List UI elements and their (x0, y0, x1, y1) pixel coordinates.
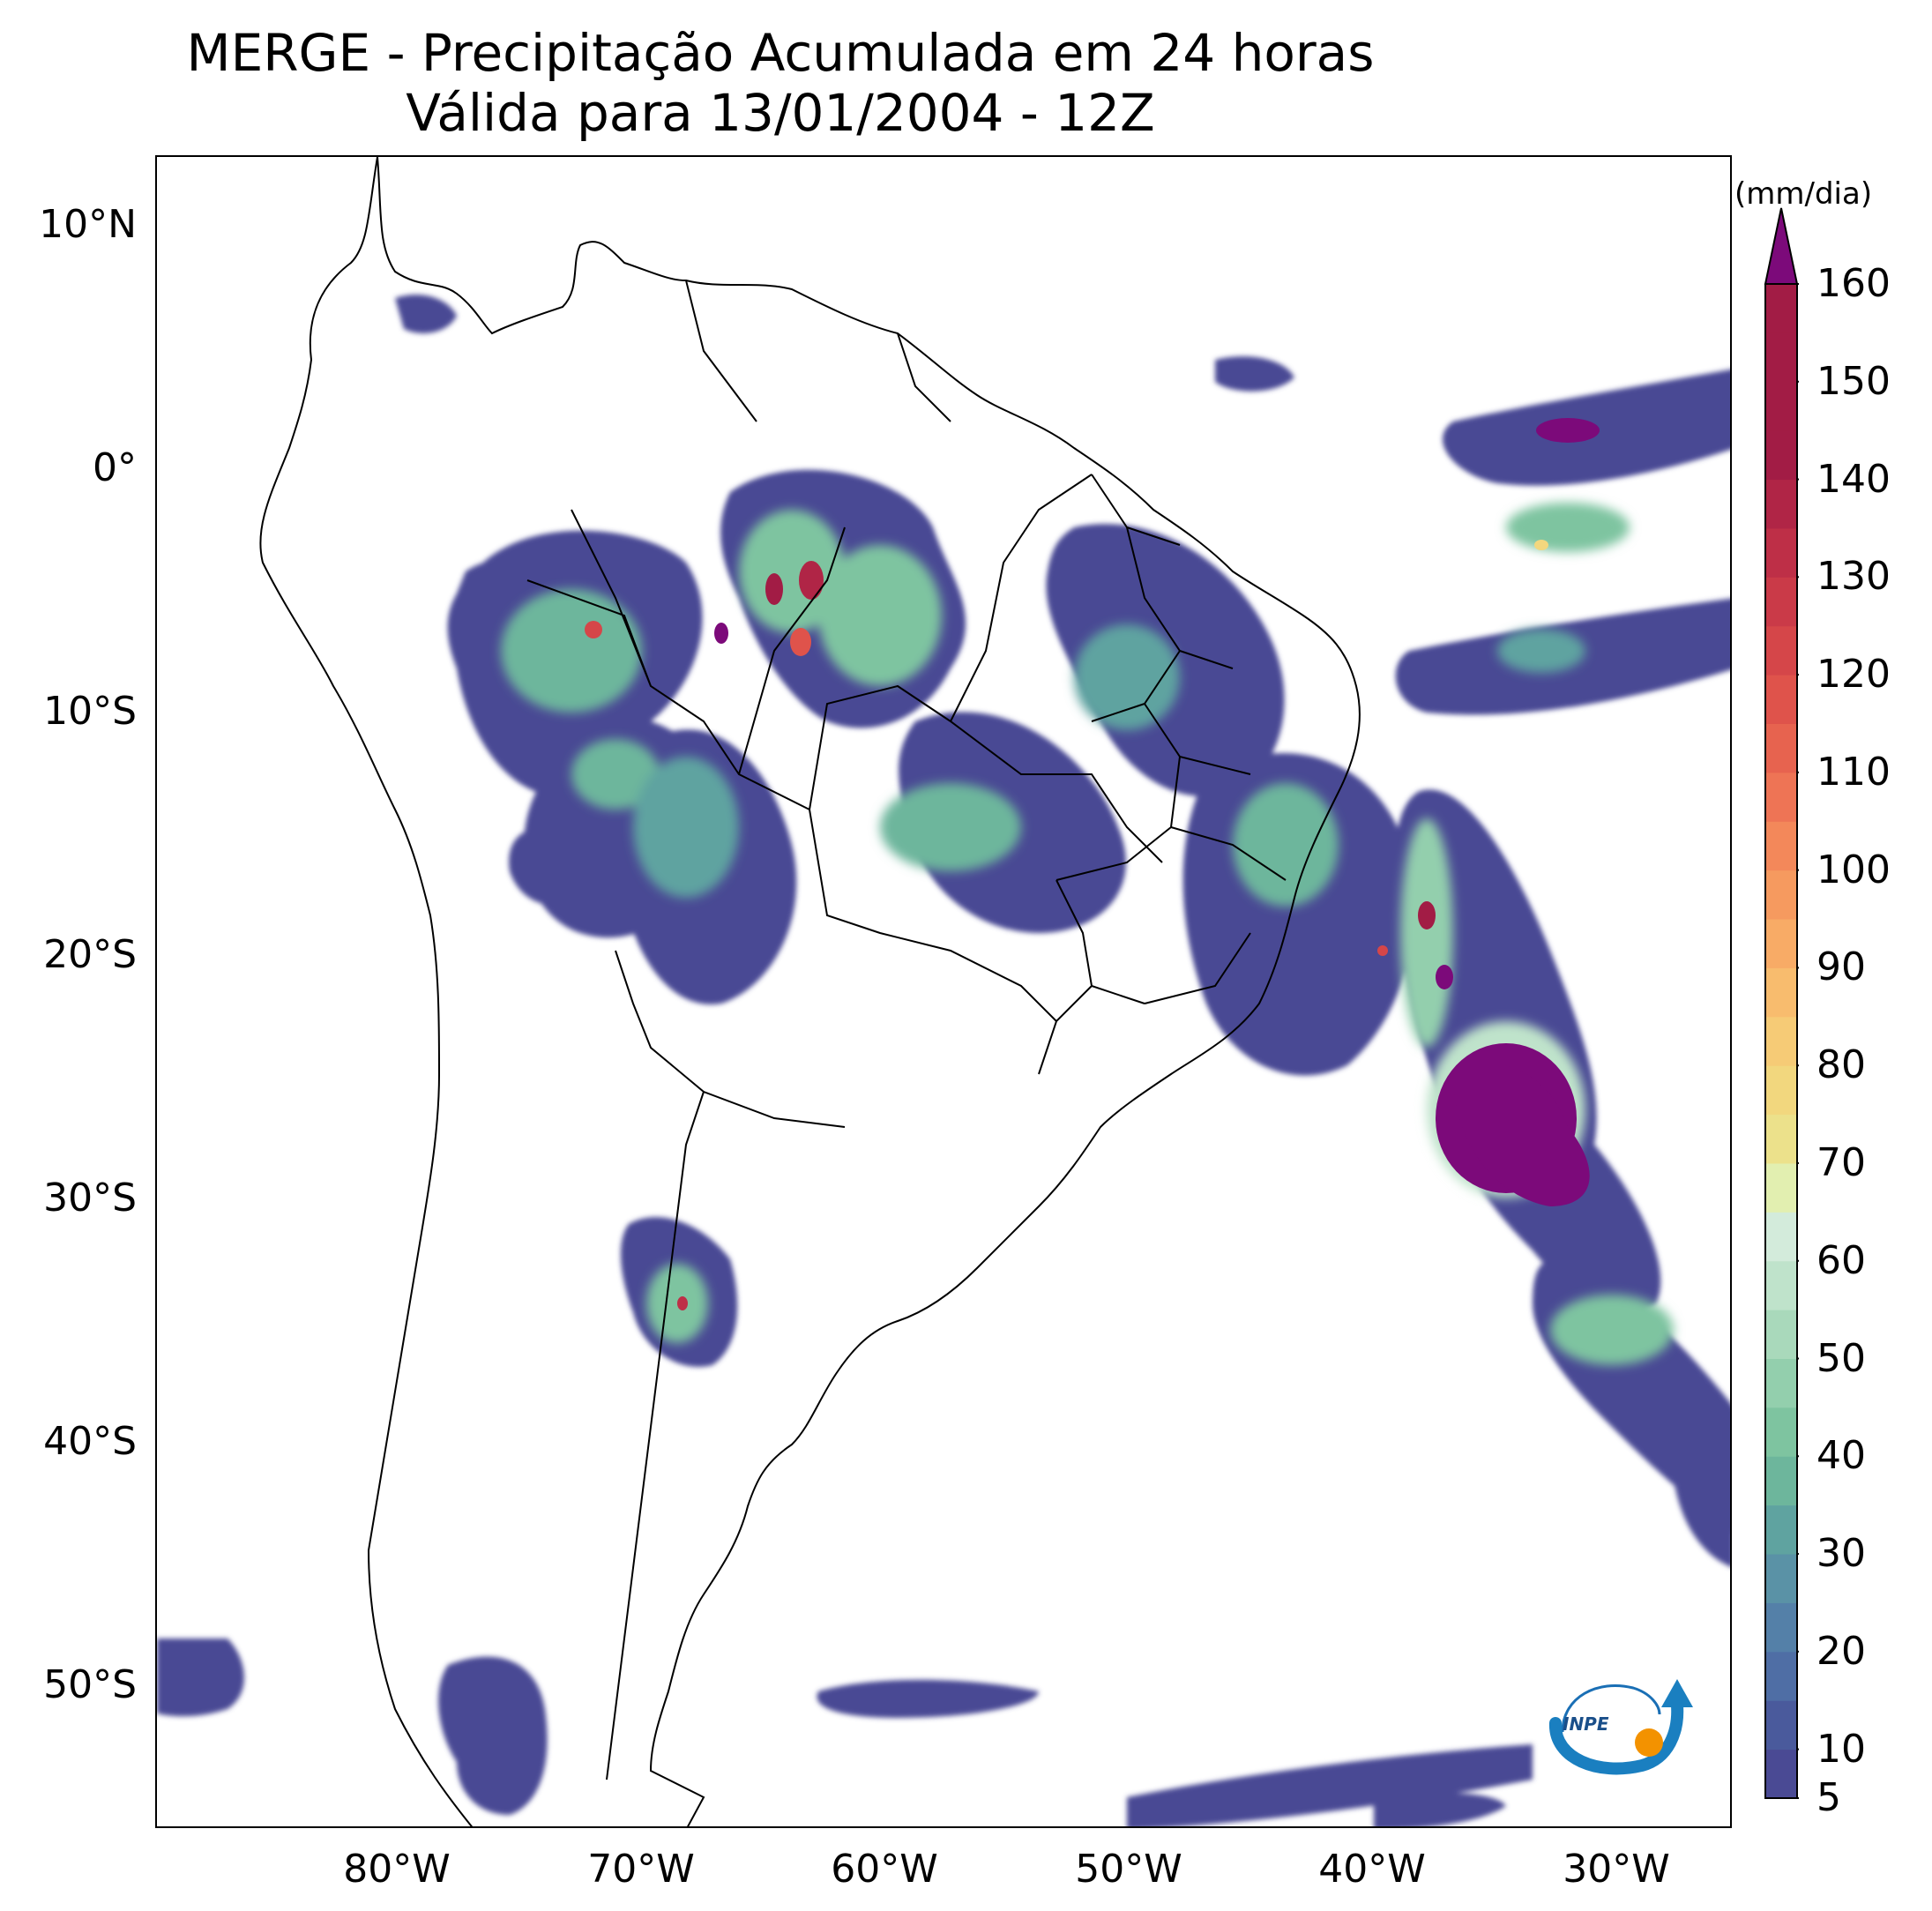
map-title: MERGE - Precipitação Acumulada em 24 hor… (186, 23, 1375, 83)
south-america-coastline (377, 157, 1361, 1826)
colorbar-extend-arrow (1765, 208, 1797, 284)
rain-area-south-atlantic-2 (1127, 1744, 1533, 1826)
colorbar-tick-label: 110 (1816, 749, 1891, 795)
colorbar-segment (1765, 1456, 1797, 1506)
colorbar-segments (1765, 284, 1797, 1799)
colorbar-segment (1765, 675, 1797, 724)
colorbar-segment (1765, 870, 1797, 920)
lon-label-60w: 60°W (831, 1847, 938, 1892)
lon-label-80w: 80°W (343, 1847, 451, 1892)
colorbar-segment (1765, 1212, 1797, 1262)
lon-label-50w: 50°W (1075, 1847, 1182, 1892)
precipitation-maxima (585, 418, 1600, 1310)
rain-area-pacific-sw (157, 1639, 244, 1717)
brazil-states (1038, 474, 1287, 1075)
colorbar-segment (1765, 772, 1797, 822)
colorbar-segment (1765, 332, 1797, 383)
rain-area-south-atlantic-3 (1374, 1792, 1506, 1826)
rain-area-south-atlantic-1 (817, 1679, 1039, 1718)
colorbar-segment (1765, 1407, 1797, 1457)
colorbar-tick-label: 20 (1816, 1628, 1866, 1674)
lat-label-0: 0° (93, 445, 137, 490)
colorbar-tick-label: 160 (1816, 261, 1891, 306)
colorbar-segment (1765, 1016, 1797, 1066)
colorbar-segment (1765, 1114, 1797, 1164)
lat-label-40s: 40°S (43, 1419, 137, 1464)
colorbar-segment (1765, 577, 1797, 627)
colorbar-segment (1765, 430, 1797, 481)
lat-label-10n: 10°N (39, 202, 137, 247)
lat-label-30s: 30°S (43, 1176, 137, 1221)
colorbar-segment (1765, 967, 1797, 1018)
border-lines (526, 280, 1163, 1780)
colorbar-tick-label: 30 (1816, 1531, 1866, 1577)
colorbar-tick-label: 60 (1816, 1237, 1866, 1283)
colorbar-tick-label: 90 (1816, 944, 1866, 990)
colorbar-segment (1765, 821, 1797, 871)
colorbar-segment (1765, 479, 1797, 529)
colorbar-segment (1765, 1260, 1797, 1310)
colorbar-segment (1765, 1504, 1797, 1555)
colorbar-segment (1765, 1749, 1797, 1799)
lat-label-20s: 20°S (43, 932, 137, 977)
rain-area-caribbean (1215, 356, 1294, 392)
colorbar-tick-label: 70 (1816, 1139, 1866, 1185)
colorbar-segment (1765, 1310, 1797, 1360)
colorbar-tick-label: 5 (1816, 1775, 1841, 1820)
colorbar-tick-label: 100 (1816, 847, 1891, 892)
colorbar-segment (1765, 1602, 1797, 1653)
inpe-logo: INPE (1549, 1679, 1693, 1775)
colorbar-unit: (mm/dia) (1734, 176, 1873, 212)
colorbar (1764, 207, 1799, 1799)
colorbar-segment (1765, 284, 1797, 333)
lon-label-30w: 30°W (1563, 1847, 1670, 1892)
colorbar-segment (1765, 1554, 1797, 1603)
colorbar-tick-label: 50 (1816, 1335, 1866, 1381)
map-panel (155, 155, 1732, 1828)
logo-text: INPE (1563, 1713, 1609, 1735)
coastlines-and-borders (259, 157, 1361, 1826)
rain-area-venezuela (395, 295, 457, 333)
colorbar-tick-label: 120 (1816, 652, 1891, 698)
colorbar-segment (1765, 1065, 1797, 1116)
rain-area-peru-coast (509, 827, 587, 906)
lat-label-10s: 10°S (43, 689, 137, 734)
lat-label-50s: 50°S (43, 1662, 137, 1707)
colorbar-segment (1765, 381, 1797, 431)
colorbar-tick-label: 10 (1816, 1726, 1866, 1772)
colorbar-tick-label: 130 (1816, 554, 1891, 600)
colorbar-tick-label: 40 (1816, 1433, 1866, 1479)
colorbar-segment (1765, 1700, 1797, 1751)
colorbar-tick-label: 80 (1816, 1042, 1866, 1088)
rain-area-panama (457, 560, 527, 602)
colorbar-segment (1765, 919, 1797, 968)
colorbar-segment (1765, 1162, 1797, 1213)
colorbar-segment (1765, 723, 1797, 773)
colorbar-segment (1765, 527, 1797, 578)
colorbar-segment (1765, 1651, 1797, 1701)
colorbar-segment (1765, 625, 1797, 676)
rain-area-east-atlantic (1669, 1405, 1730, 1567)
colorbar-segment (1765, 1358, 1797, 1408)
precipitation-map (157, 157, 1730, 1826)
colorbar-tick-label: 140 (1816, 456, 1891, 502)
lon-label-40w: 40°W (1318, 1847, 1426, 1892)
pacific-coastline (259, 157, 474, 1826)
map-subtitle: Válida para 13/01/2004 - 12Z (406, 83, 1155, 143)
lon-label-70w: 70°W (587, 1847, 695, 1892)
rain-area-patagonia-west (438, 1656, 548, 1815)
colorbar-tick-label: 150 (1816, 358, 1891, 404)
